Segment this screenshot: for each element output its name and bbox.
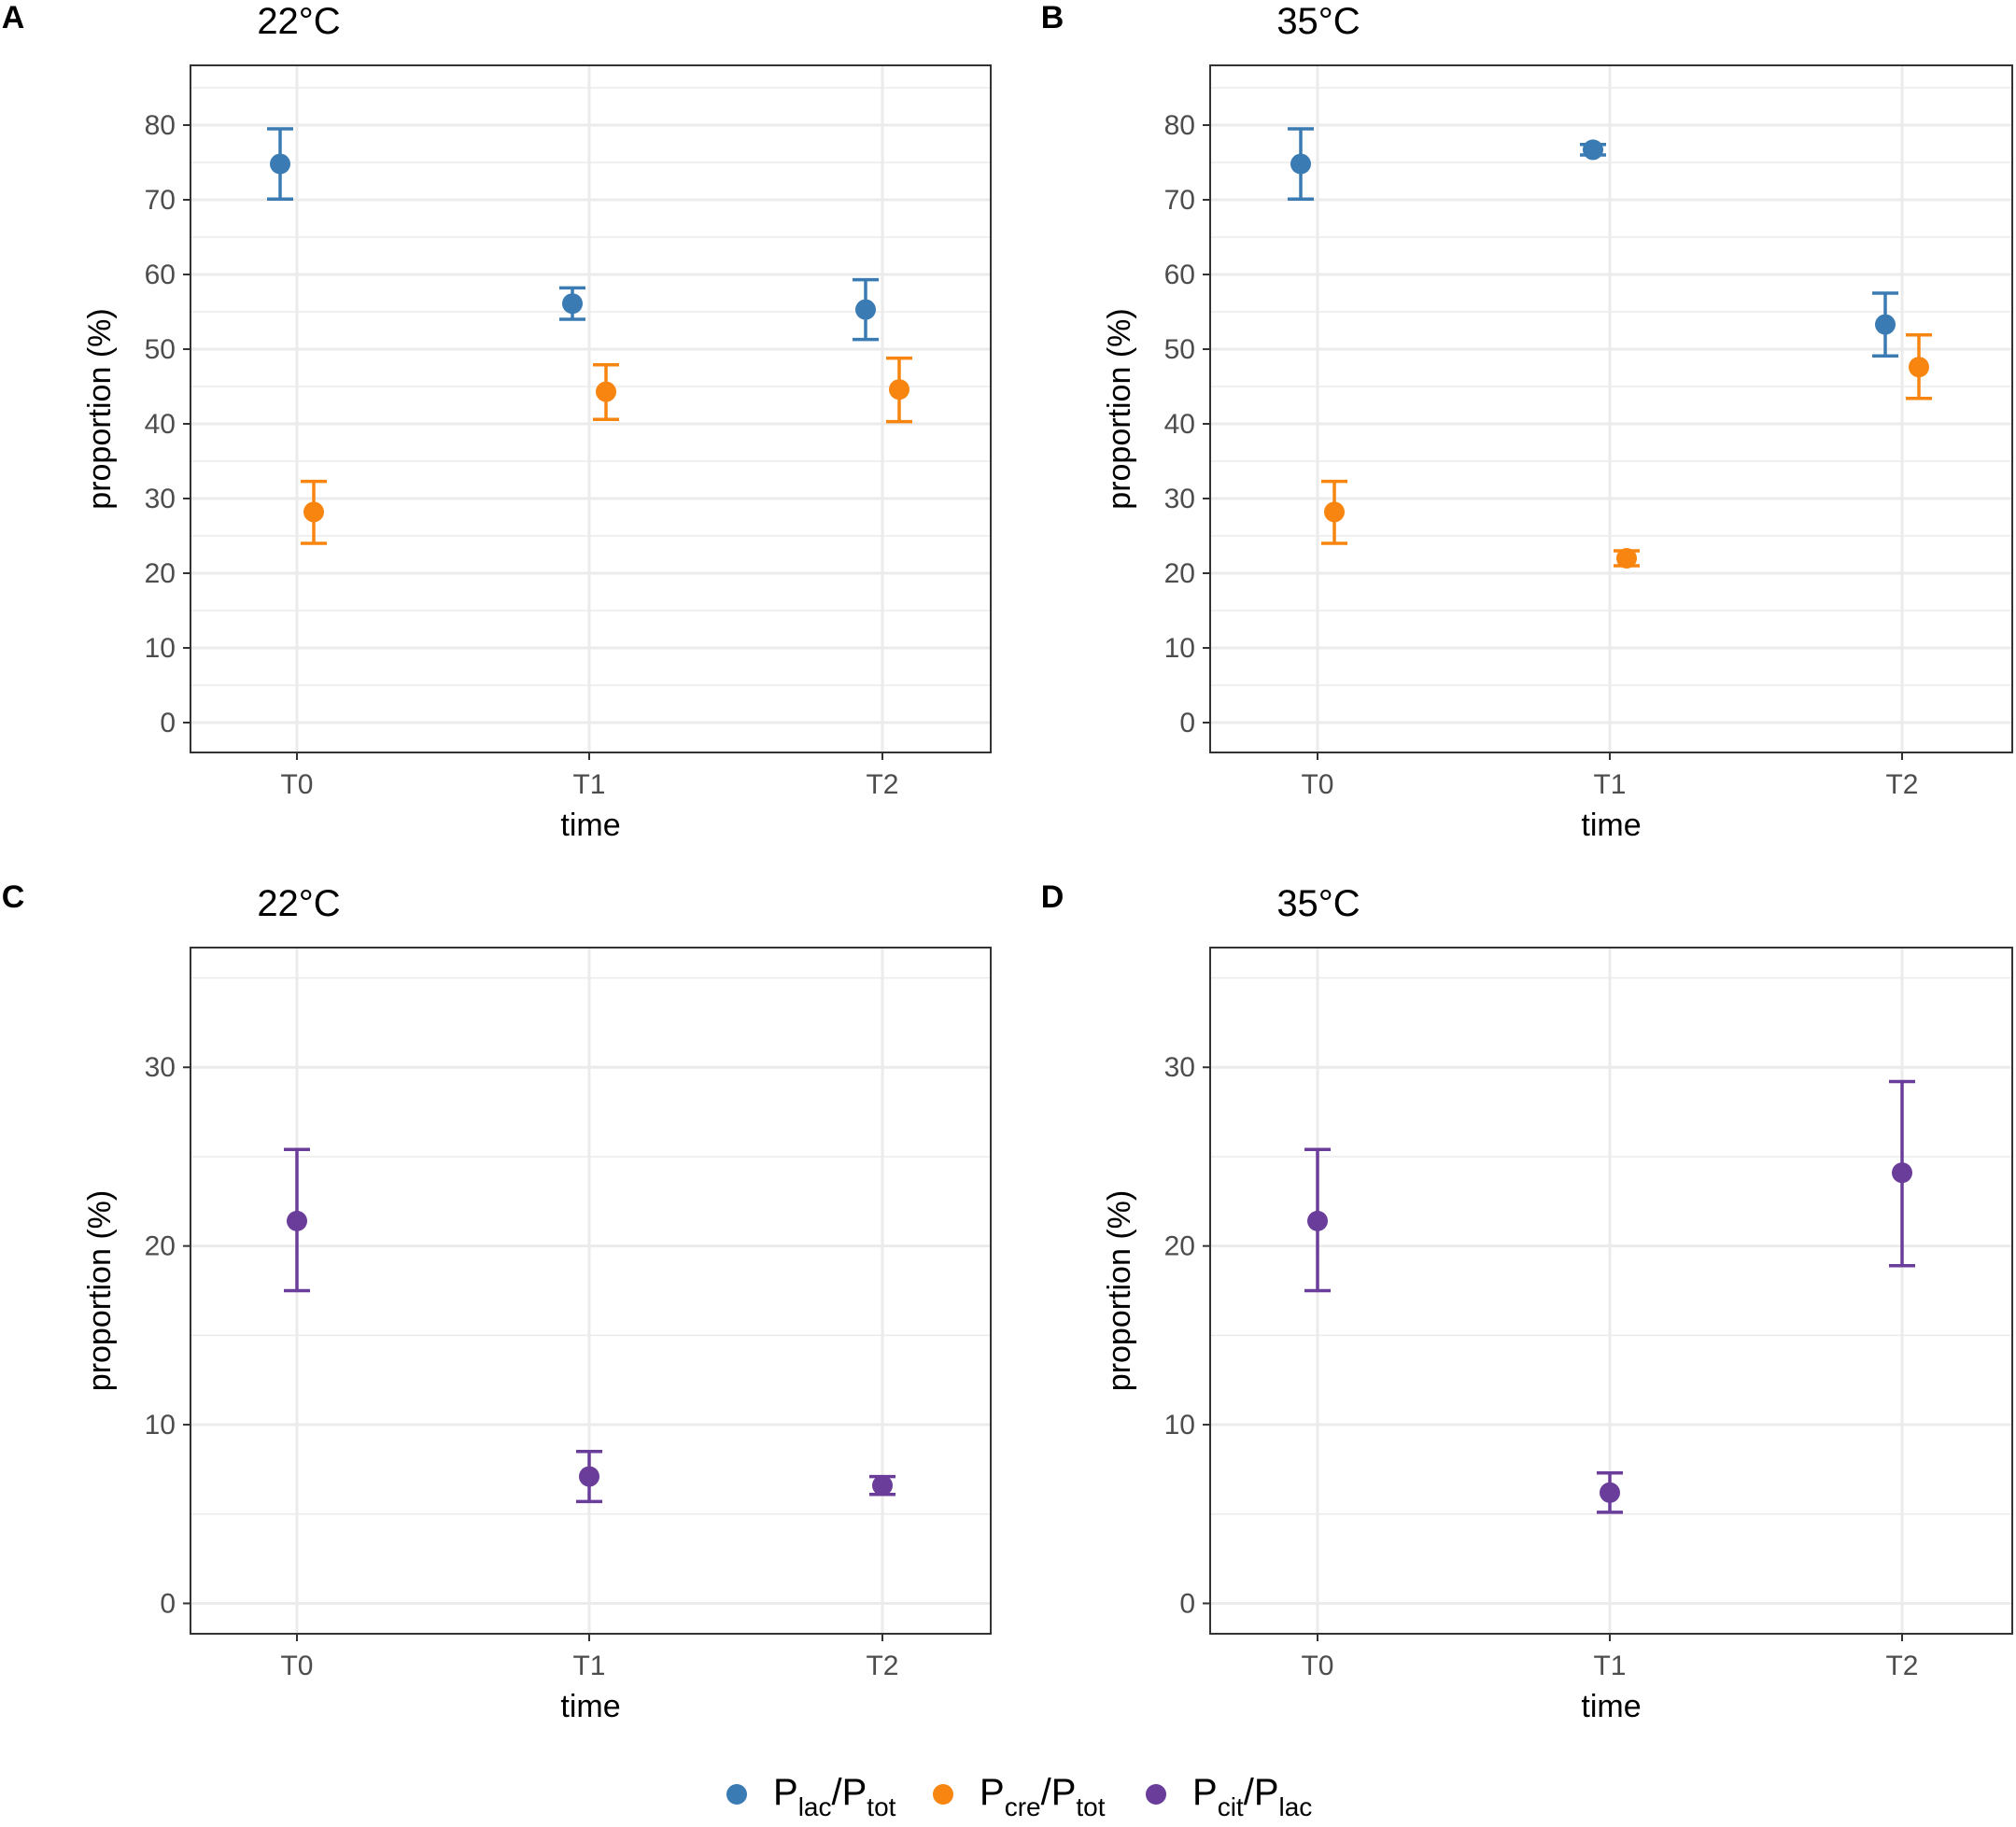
panel-title: 35°C	[1276, 1, 1360, 42]
legend-item-cit_lac: Pcit/Plac	[1146, 1772, 1312, 1821]
y-tick-label: 0	[160, 708, 176, 738]
legend: Plac/Ptot Pcre/Ptot Pcit/Plac	[726, 1772, 1312, 1821]
legend-dot	[933, 1784, 953, 1805]
y-tick-label: 10	[1164, 1410, 1195, 1441]
data-point-t0	[287, 1210, 307, 1231]
panel-b: 0 10 20 30 40 50 60 70 80 T0 T1 T2 time proportion (%…	[1041, 0, 2013, 843]
data-point-t1	[562, 293, 583, 315]
panel-letter: C	[2, 879, 25, 915]
y-axis-title: proportion (%)	[1102, 1190, 1137, 1391]
y-tick-label: 40	[145, 409, 176, 440]
x-tick-label: T0	[1301, 1651, 1333, 1681]
y-tick-label: 10	[145, 1410, 176, 1441]
x-tick-label: T0	[280, 1651, 313, 1681]
data-point-t0	[1290, 153, 1311, 175]
plot-border	[190, 947, 992, 1635]
data-point-t1	[1616, 548, 1637, 569]
y-tick-label: 20	[145, 558, 176, 589]
y-axis-title: proportion (%)	[82, 308, 118, 509]
y-tick-label: 70	[145, 185, 176, 216]
y-tick-label: 0	[1179, 708, 1195, 738]
data-point-t1	[596, 381, 616, 402]
data-point-t2	[889, 379, 909, 401]
legend-dot	[1146, 1784, 1166, 1805]
panel-d: 0 10 20 30 T0 T1 T2 time proportion (%) D 35°C	[1041, 879, 2013, 1724]
panel-title: 22°C	[257, 1, 340, 42]
data-point-t0	[1324, 501, 1345, 523]
y-tick-label: 10	[1164, 633, 1195, 664]
plot-border	[1209, 64, 2013, 753]
series-lac_tot	[1288, 127, 1898, 358]
x-tick-label: T1	[572, 769, 605, 800]
series-cit_lac	[1304, 1079, 1915, 1514]
panel-title: 22°C	[257, 883, 340, 924]
y-tick-label: 30	[145, 1052, 176, 1083]
y-axis-title: proportion (%)	[1102, 308, 1137, 509]
data-point-t0	[270, 153, 290, 175]
y-tick-label: 50	[145, 334, 176, 365]
plot-border	[190, 64, 992, 753]
panel-letter: A	[2, 0, 25, 35]
y-tick-label: 70	[1164, 185, 1195, 216]
data-point-t2	[855, 299, 876, 320]
y-tick-label: 0	[160, 1588, 176, 1619]
data-point-t1	[1583, 139, 1603, 161]
x-tick-label: T0	[1301, 769, 1333, 800]
y-tick-label: 50	[1164, 334, 1195, 365]
x-axis-title: time	[560, 1689, 620, 1724]
y-tick-label: 0	[1179, 1588, 1195, 1619]
series-cre_tot	[1321, 333, 1932, 569]
x-tick-label: T1	[1593, 1651, 1626, 1681]
legend-dot	[726, 1784, 747, 1805]
x-axis-title: time	[560, 808, 620, 843]
panel-a: 0 10 20 30 40 50 60 70 80 T0 T1 T2 time proportion (%…	[2, 0, 992, 843]
y-tick-label: 30	[145, 484, 176, 514]
x-axis-title: time	[1581, 808, 1641, 843]
series-cit_lac	[284, 1147, 895, 1504]
panel-letter: D	[1041, 879, 1064, 915]
x-tick-label: T2	[1885, 769, 1918, 800]
y-tick-label: 20	[145, 1231, 176, 1262]
data-point-t2	[1909, 357, 1929, 378]
x-tick-label: T1	[572, 1651, 605, 1681]
y-tick-label: 30	[1164, 1052, 1195, 1083]
y-tick-label: 40	[1164, 409, 1195, 440]
data-point-t2	[1875, 314, 1896, 335]
y-tick-label: 60	[1164, 260, 1195, 290]
y-tick-label: 80	[145, 110, 176, 141]
legend-label: Plac/Ptot	[773, 1772, 896, 1821]
legend-label: Pcit/Plac	[1192, 1772, 1312, 1821]
series-cre_tot	[301, 356, 912, 545]
panel-c: 0 10 20 30 T0 T1 T2 time proportion (%) C 22°C	[2, 879, 992, 1724]
legend-item-cre_tot: Pcre/Ptot	[933, 1772, 1106, 1821]
x-tick-label: T2	[1885, 1651, 1918, 1681]
x-tick-label: T1	[1593, 769, 1626, 800]
x-tick-label: T2	[866, 1651, 898, 1681]
data-point-t0	[1307, 1210, 1328, 1231]
data-point-t1	[579, 1466, 599, 1487]
y-tick-label: 10	[145, 633, 176, 664]
y-tick-label: 80	[1164, 110, 1195, 141]
y-tick-label: 30	[1164, 484, 1195, 514]
panels: 0 10 20 30 40 50 60 70 80 T0 T1 T2 time proportion (%…	[2, 0, 2013, 1724]
data-point-t0	[303, 501, 324, 523]
legend-label: Pcre/Ptot	[980, 1772, 1106, 1821]
y-axis-title: proportion (%)	[82, 1190, 118, 1391]
panel-title: 35°C	[1276, 883, 1360, 924]
y-tick-label: 20	[1164, 1231, 1195, 1262]
y-tick-label: 20	[1164, 558, 1195, 589]
legend-item-lac_tot: Plac/Ptot	[726, 1772, 896, 1821]
x-tick-label: T2	[866, 769, 898, 800]
y-tick-label: 60	[145, 260, 176, 290]
data-point-t1	[1600, 1482, 1620, 1503]
plot-border	[1209, 947, 2013, 1635]
data-point-t2	[872, 1475, 893, 1497]
x-axis-title: time	[1581, 1689, 1641, 1724]
x-tick-label: T0	[280, 769, 313, 800]
panel-letter: B	[1041, 0, 1064, 35]
data-point-t2	[1892, 1162, 1912, 1184]
series-lac_tot	[267, 127, 879, 342]
